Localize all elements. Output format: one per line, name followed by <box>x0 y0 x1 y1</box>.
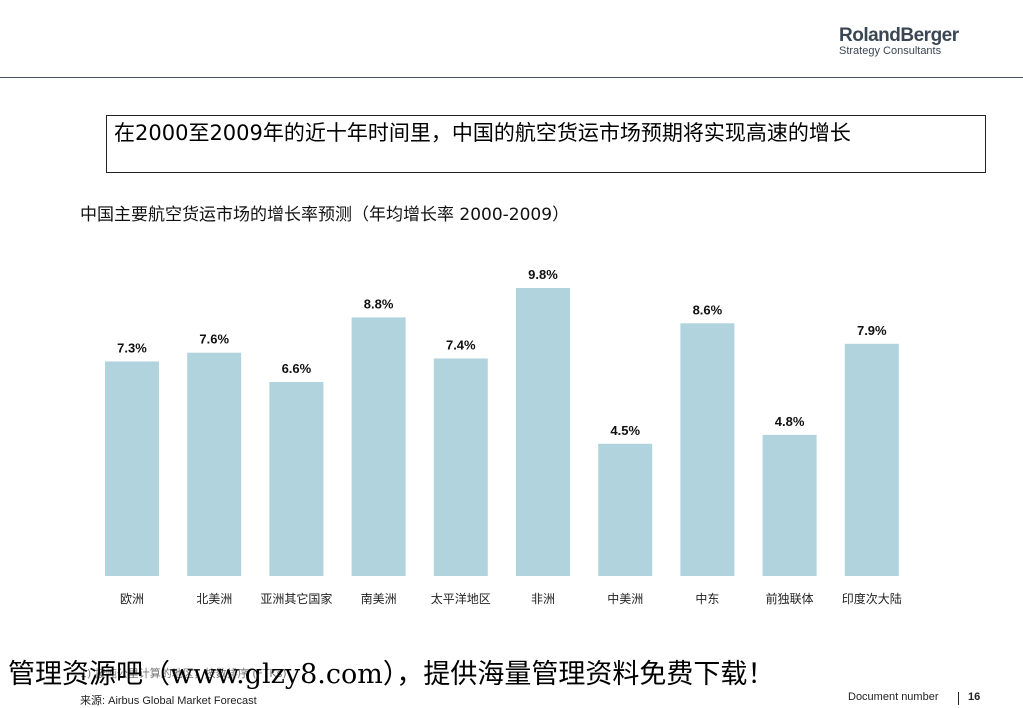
category-label-5: 非洲 <box>531 592 555 606</box>
category-label-2: 亚洲其它国家 <box>260 591 332 606</box>
bar-4 <box>433 358 488 576</box>
category-label-4: 太平洋地区 <box>431 591 491 606</box>
logo-wordmark: RolandBerger <box>839 25 959 46</box>
category-label-0: 欧洲 <box>120 592 144 606</box>
category-label-8: 前独联体 <box>766 591 814 606</box>
bar-0 <box>105 361 159 576</box>
bar-7 <box>680 323 735 576</box>
source-note: 来源: Airbus Global Market Forecast <box>80 695 257 707</box>
data-label-2: 6.6% <box>282 361 312 376</box>
bar-9 <box>844 343 899 576</box>
category-label-1: 北美洲 <box>196 592 232 606</box>
data-label-6: 4.5% <box>610 423 640 438</box>
data-label-7: 8.6% <box>693 302 723 317</box>
slide-headline: 在2000至2009年的近十年时间里，中国的航空货运市场预期将实现高速的增长 <box>114 121 851 145</box>
category-label-7: 中东 <box>695 591 719 606</box>
data-label-9: 7.9% <box>857 323 887 338</box>
chart-subtitle: 中国主要航空货运市场的增长率预测（年均增长率 2000-2009） <box>80 205 570 225</box>
category-label-6: 中美洲 <box>607 591 643 606</box>
bar-8 <box>762 434 817 576</box>
document-number: Document number <box>848 691 939 703</box>
data-label-0: 7.3% <box>117 341 147 356</box>
watermark-text: 管理资源吧（www.glzy8.com），提供海量管理资料免费下载！ <box>8 659 775 690</box>
roland-berger-logo: RolandBerger Strategy Consultants <box>839 26 979 57</box>
footnote: 1) 按吨公里计算的地区，按数排序 (FTKs) <box>80 667 287 680</box>
bar-5 <box>516 288 570 576</box>
logo-tagline: Strategy Consultants <box>839 45 942 57</box>
header-rule <box>0 77 1023 78</box>
category-label-3: 南美洲 <box>361 591 397 606</box>
bar-6 <box>598 443 653 576</box>
bar-1 <box>187 352 242 576</box>
category-label-9: 印度次大陆 <box>842 591 902 606</box>
bar-3 <box>351 317 406 576</box>
page-number: 16 <box>968 691 981 703</box>
slide-headline-box: 在2000至2009年的近十年时间里，中国的航空货运市场预期将实现高速的增长 <box>106 115 986 173</box>
footer-separator <box>958 692 959 705</box>
bar-2 <box>269 382 324 576</box>
data-label-5: 9.8% <box>528 267 558 282</box>
data-label-8: 4.8% <box>775 414 805 429</box>
data-label-3: 8.8% <box>364 296 394 311</box>
data-label-4: 7.4% <box>446 338 476 353</box>
data-label-1: 7.6% <box>199 332 229 347</box>
